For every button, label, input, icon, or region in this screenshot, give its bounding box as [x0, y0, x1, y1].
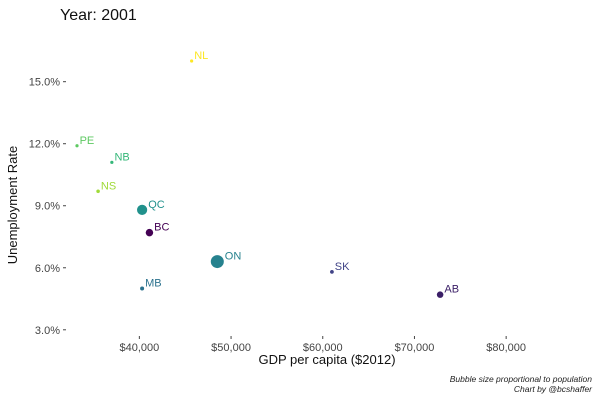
point-label-ab: AB	[444, 284, 459, 296]
point-label-mb: MB	[145, 277, 162, 289]
x-tick-label: $60,000	[303, 342, 343, 354]
data-point-sk	[330, 270, 334, 274]
chart-title: Year: 2001	[60, 7, 137, 24]
y-tick-label: 9.0%	[35, 201, 60, 213]
data-point-on	[210, 255, 224, 269]
data-point-nb	[110, 160, 114, 164]
y-tick-label: 3.0%	[35, 325, 60, 337]
x-tick-label: $80,000	[486, 342, 526, 354]
data-point-bc	[145, 228, 154, 237]
x-axis-title: GDP per capita ($2012)	[258, 352, 395, 367]
point-label-nl: NL	[194, 50, 208, 62]
caption-credit: Chart by @bcshaffer	[514, 384, 593, 394]
y-tick-label: 6.0%	[35, 263, 60, 275]
point-label-sk: SK	[335, 261, 350, 273]
y-tick-label: 12.0%	[29, 139, 60, 151]
point-label-qc: QC	[148, 199, 165, 211]
data-point-pe	[75, 144, 79, 148]
caption-population-note: Bubble size proportional to population	[450, 374, 593, 384]
x-tick-label: $50,000	[211, 342, 251, 354]
point-label-ns: NS	[101, 180, 116, 192]
y-axis-title: Unemployment Rate	[5, 146, 20, 265]
data-point-nl	[190, 59, 194, 63]
y-tick-label: 15.0%	[29, 77, 60, 89]
x-axis: $40,000 $50,000 $60,000 $70,000 $80,000	[119, 336, 526, 354]
point-label-nb: NB	[114, 151, 129, 163]
x-tick-label: $40,000	[119, 342, 159, 354]
point-label-pe: PE	[80, 135, 95, 147]
data-point-ab	[436, 291, 444, 298]
data-point-qc	[137, 204, 148, 215]
point-label-on: ON	[225, 251, 242, 263]
points-layer	[75, 59, 444, 298]
point-label-bc: BC	[154, 222, 169, 234]
data-point-mb	[140, 286, 145, 291]
point-labels-layer: NL PE NB NS QC BC ON SK MB AB	[80, 50, 459, 296]
data-point-ns	[96, 189, 100, 194]
y-axis: 3.0% 6.0% 9.0% 12.0% 15.0%	[29, 77, 66, 337]
x-tick-label: $70,000	[395, 342, 435, 354]
